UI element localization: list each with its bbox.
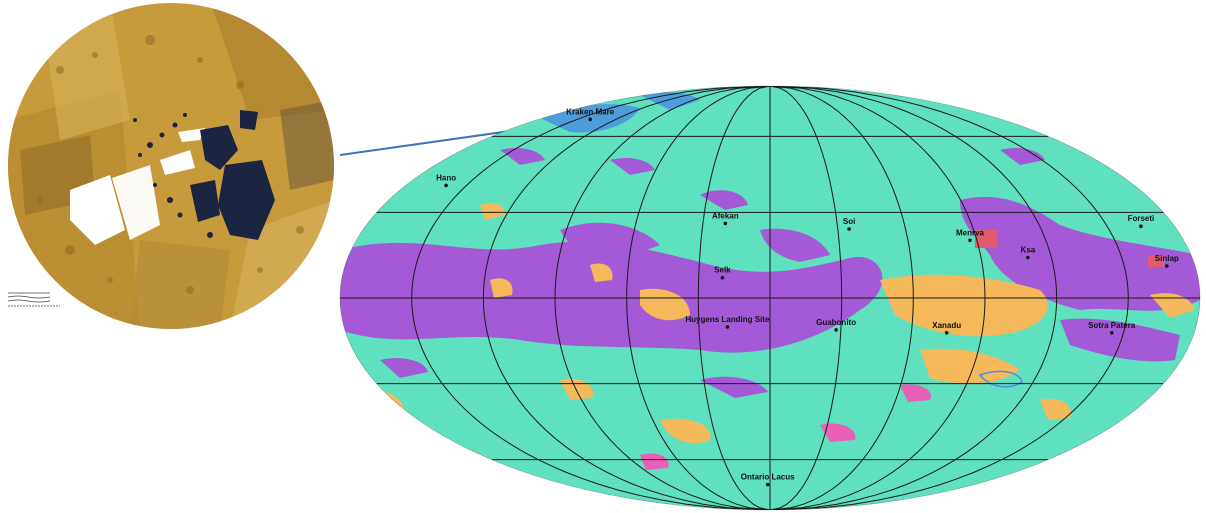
feature-marker	[720, 275, 725, 280]
feature-label: Forseti	[1128, 214, 1155, 223]
feature-hano: Hano	[436, 173, 456, 188]
feature-marker	[968, 238, 972, 243]
graticule	[340, 86, 1200, 510]
feature-marker	[725, 325, 730, 329]
feature-sinlap: Sinlap	[1155, 254, 1179, 268]
feature-marker	[1026, 255, 1030, 260]
feature-forseti: Forseti	[1128, 214, 1155, 228]
feature-label: Huygens Landing Site	[685, 315, 770, 324]
feature-label: Ksa	[1021, 246, 1036, 255]
feature-label: Kraken Mare	[566, 107, 615, 116]
feature-label: Ontario Lacus	[741, 473, 795, 482]
no-data-gap	[160, 150, 195, 175]
hummocky-terrain	[340, 148, 1200, 398]
map-outline	[339, 85, 1201, 511]
feature-marker	[944, 331, 949, 335]
feature-label: Selk	[714, 266, 731, 275]
labyrinth-terrain	[640, 384, 931, 470]
mosaic-strip	[130, 240, 230, 329]
feature-ontario: Ontario Lacus	[741, 473, 795, 487]
no-data-gap	[112, 165, 160, 240]
feature-menrva: Menrva	[956, 228, 985, 243]
feature-marker	[1109, 331, 1114, 335]
polar-lakes	[133, 110, 275, 240]
feature-label: Hano	[436, 173, 456, 182]
feature-marker	[847, 227, 851, 231]
feature-marker	[834, 328, 838, 332]
feature-selk: Selk	[714, 266, 731, 280]
feature-afekan: Afekan	[712, 211, 739, 226]
no-data-gap	[178, 128, 205, 142]
feature-label: Guabonito	[816, 318, 856, 327]
feature-marker	[1165, 264, 1169, 268]
feature-kraken: Kraken Mare	[566, 107, 615, 122]
feature-marker	[1139, 224, 1143, 228]
feature-soi: Soi	[843, 217, 855, 231]
feature-marker	[444, 183, 448, 188]
crater-sinlap-region	[1148, 255, 1164, 267]
feature-sotra: Sotra Patera	[1088, 321, 1136, 335]
feature-ksa: Ksa	[1021, 246, 1036, 260]
dune-fields	[360, 203, 1195, 444]
feature-label: Sinlap	[1155, 254, 1179, 263]
feature-huygens: Huygens Landing Site	[685, 315, 770, 329]
feature-marker	[723, 221, 728, 226]
feature-label: Afekan	[712, 211, 739, 220]
global-geomorphology-map: Kraken Mare Hano Afekan Soi Menrva Forseti Ksa…	[339, 85, 1201, 511]
feature-label: Xanadu	[932, 321, 961, 330]
feature-labels: Kraken Mare Hano Afekan Soi Menrva Forseti Ksa…	[436, 107, 1179, 487]
crater-menrva-region	[975, 230, 997, 248]
no-data-gap	[70, 175, 125, 245]
north-polar-mosaic	[7, 3, 334, 329]
feature-xanadu: Xanadu	[932, 321, 961, 335]
polar-scale-bar	[7, 292, 60, 307]
feature-guabonito: Guabonito	[816, 318, 856, 332]
feature-marker	[588, 117, 592, 122]
feature-label: Soi	[843, 217, 855, 226]
feature-label: Menrva	[956, 228, 985, 237]
mosaic-strip	[280, 100, 334, 190]
feature-marker	[765, 482, 770, 487]
feature-label: Sotra Patera	[1088, 321, 1136, 330]
